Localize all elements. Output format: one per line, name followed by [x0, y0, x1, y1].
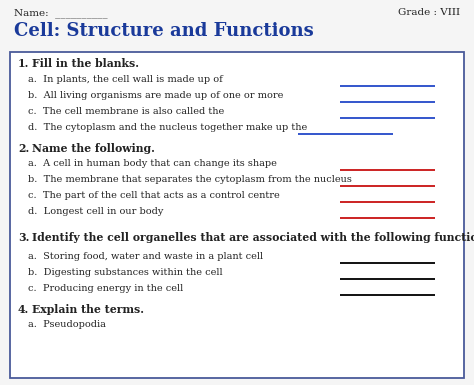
Text: b.  Digesting substances within the cell: b. Digesting substances within the cell [28, 268, 223, 277]
Text: Name:  __________: Name: __________ [14, 8, 108, 18]
Text: 3.: 3. [18, 232, 29, 243]
Text: b.  The membrane that separates the cytoplasm from the nucleus: b. The membrane that separates the cytop… [28, 175, 352, 184]
Text: d.  The cytoplasm and the nucleus together make up the: d. The cytoplasm and the nucleus togethe… [28, 123, 307, 132]
Text: 2.: 2. [18, 143, 29, 154]
Text: 4.: 4. [18, 304, 29, 315]
Text: a.  Pseudopodia: a. Pseudopodia [28, 320, 106, 329]
Text: d.  Longest cell in our body: d. Longest cell in our body [28, 207, 164, 216]
Text: a.  In plants, the cell wall is made up of: a. In plants, the cell wall is made up o… [28, 75, 223, 84]
Text: Explain the terms.: Explain the terms. [32, 304, 144, 315]
Text: 1.: 1. [18, 58, 29, 69]
Text: c.  Producing energy in the cell: c. Producing energy in the cell [28, 284, 183, 293]
FancyBboxPatch shape [10, 52, 464, 378]
Text: Grade : VIII: Grade : VIII [398, 8, 460, 17]
Text: a.  A cell in human body that can change its shape: a. A cell in human body that can change … [28, 159, 277, 168]
Text: Fill in the blanks.: Fill in the blanks. [32, 58, 139, 69]
Text: Cell: Structure and Functions: Cell: Structure and Functions [14, 22, 314, 40]
Text: b.  All living organisms are made up of one or more: b. All living organisms are made up of o… [28, 91, 283, 100]
Text: c.  The part of the cell that acts as a control centre: c. The part of the cell that acts as a c… [28, 191, 280, 200]
Text: Name the following.: Name the following. [32, 143, 155, 154]
Text: Identify the cell organelles that are associated with the following functions.: Identify the cell organelles that are as… [32, 232, 474, 243]
Text: a.  Storing food, water and waste in a plant cell: a. Storing food, water and waste in a pl… [28, 252, 263, 261]
Text: c.  The cell membrane is also called the: c. The cell membrane is also called the [28, 107, 224, 116]
